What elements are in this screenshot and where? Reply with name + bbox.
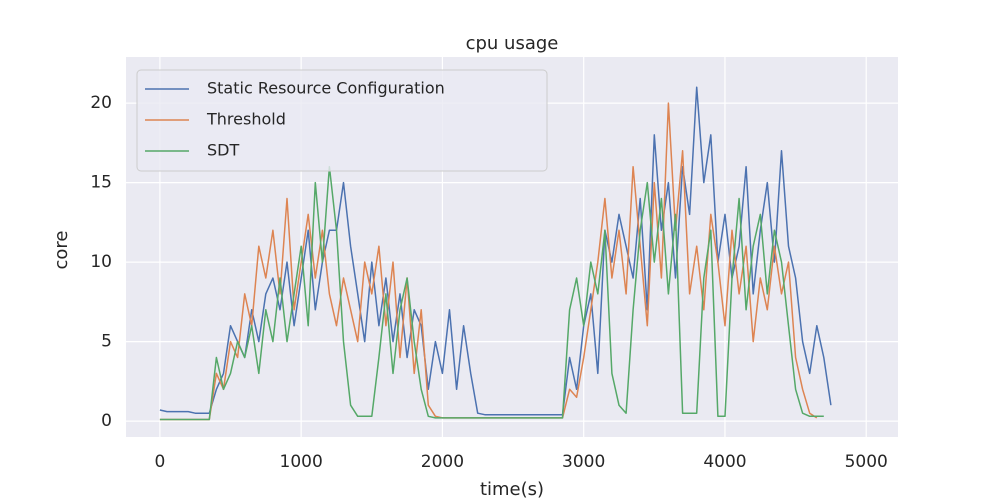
y-tick-label: 5	[101, 332, 112, 352]
y-axis-label: core	[51, 231, 72, 270]
legend-box	[136, 69, 548, 172]
y-tick-label: 15	[90, 173, 112, 193]
legend-label: Threshold	[206, 110, 286, 129]
x-tick-label: 1000	[280, 452, 323, 472]
x-axis-label: time(s)	[480, 479, 544, 500]
x-tick-label: 3000	[562, 452, 605, 472]
y-tick-label: 0	[101, 411, 112, 431]
x-tick-label: 2000	[421, 452, 464, 472]
legend-label: SDT	[207, 141, 239, 160]
y-tick-label: 10	[90, 252, 112, 272]
x-tick-label: 0	[154, 452, 165, 472]
y-tick-label: 20	[90, 93, 112, 113]
legend-label: Static Resource Configuration	[207, 79, 445, 98]
chart-title: cpu usage	[466, 33, 559, 54]
x-tick-label: 5000	[845, 452, 888, 472]
series-line	[159, 86, 832, 416]
series-line	[159, 165, 824, 421]
x-tick-label: 4000	[703, 452, 746, 472]
